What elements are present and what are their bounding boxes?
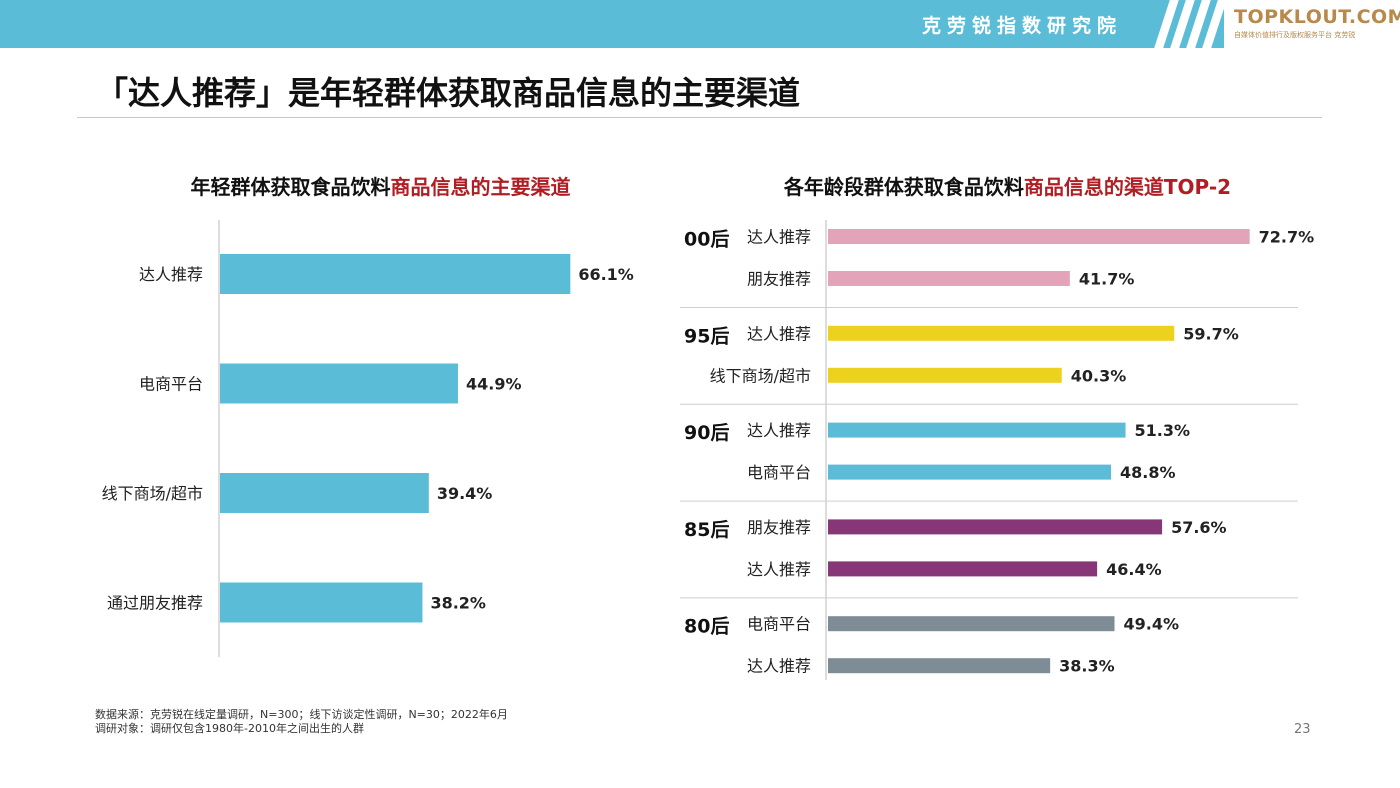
chart2-bar: [828, 422, 1126, 438]
chart2-title: 各年龄段群体获取食品饮料商品信息的渠道TOP-2: [745, 171, 1270, 200]
chart2-bar: [828, 367, 1062, 383]
chart1-title: 年轻群体获取食品饮料商品信息的主要渠道: [158, 171, 603, 200]
chart2-value-label: 46.4%: [1106, 560, 1162, 579]
chart2-bar: [828, 519, 1163, 535]
chart2-value-label: 72.7%: [1259, 228, 1315, 247]
chart2-bar-chart: 00后 达人推荐 72.7%朋友推荐 41.7%95后 达人推荐 59.7%线下商场/超市…: [680, 220, 1315, 680]
chart2-bar: [828, 271, 1070, 286]
brand-title: 克劳锐指数研究院: [921, 15, 1122, 37]
brand-logo: TOPKLOUT.COM 自媒体价值排行及版权服务平台 克劳锐: [1224, 0, 1400, 48]
chart1-value-label: 38.2%: [430, 594, 486, 613]
chart2-bar: [828, 561, 1098, 577]
page-number: 23: [1294, 722, 1311, 737]
chart1-value-label: 44.9%: [466, 375, 522, 394]
chart2-bar: [828, 658, 1051, 674]
chart1-title-main: 年轻群体获取食品饮料: [190, 175, 391, 199]
chart2-group-label: 00后: [684, 229, 729, 251]
chart1-bar: [220, 254, 571, 294]
chart2-value-label: 38.3%: [1059, 657, 1115, 676]
chart2-category-label: 达人推荐: [747, 421, 811, 440]
chart2-category-label: 达人推荐: [747, 228, 811, 247]
chart1-category-label: 线下商场/超市: [102, 484, 203, 503]
chart1-value-label: 66.1%: [578, 265, 634, 284]
chart2-category-label: 达人推荐: [747, 324, 811, 343]
chart1-bar: [220, 363, 458, 404]
chart2-value-label: 51.3%: [1135, 421, 1191, 440]
chart2-value-label: 57.6%: [1171, 518, 1227, 537]
title-divider: [77, 117, 1322, 118]
chart1-category-label: 电商平台: [139, 375, 203, 394]
chart1-category-label: 通过朋友推荐: [107, 594, 203, 613]
chart2-bar: [828, 229, 1250, 244]
chart2-bar: [828, 325, 1175, 341]
chart2-category-label: 线下商场/超市: [710, 366, 811, 385]
chart2-group-label: 85后: [684, 519, 729, 541]
chart2-value-label: 59.7%: [1183, 324, 1239, 343]
chart1-bar: [220, 473, 429, 513]
chart2-value-label: 41.7%: [1079, 270, 1135, 289]
chart1-value-label: 39.4%: [437, 484, 493, 503]
chart2-bar: [828, 616, 1115, 632]
chart1-bar: [220, 582, 423, 623]
chart2-value-label: 49.4%: [1124, 615, 1180, 634]
logo-subtext: 自媒体价值排行及版权服务平台 克劳锐: [1234, 31, 1356, 39]
chart2-category-label: 达人推荐: [747, 657, 811, 676]
chart1-category-label: 达人推荐: [139, 265, 203, 284]
chart2-title-highlight: 商品信息的渠道TOP-2: [1023, 175, 1232, 199]
chart2-title-main: 各年龄段群体获取食品饮料: [783, 175, 1024, 199]
chart2-bar: [828, 464, 1112, 480]
chart2-group-label: 80后: [684, 616, 729, 638]
chart1-bar-chart: 达人推荐 66.1% 电商平台 44.9% 线下商场/超市 39.4% 通过朋友推荐 38.2…: [102, 220, 634, 657]
chart2-value-label: 48.8%: [1120, 463, 1176, 482]
chart2-category-label: 电商平台: [747, 615, 811, 634]
chart2-category-label: 朋友推荐: [747, 270, 811, 289]
header-banner: 克劳锐指数研究院 TOPKLOUT.COM 自媒体价值排行及版权服务平台 克劳锐: [0, 0, 1400, 48]
chart2-value-label: 40.3%: [1071, 366, 1127, 385]
chart2-group-label: 95后: [684, 325, 729, 347]
chart1-title-highlight: 商品信息的主要渠道: [390, 175, 571, 199]
footnote-subject: 调研对象：调研仅包含1980年-2010年之间出生的人群: [95, 722, 364, 735]
footnote: 数据来源：克劳锐在线定量调研，N=300；线下访谈定性调研，N=30；2022年…: [95, 708, 508, 736]
chart2-category-label: 达人推荐: [747, 560, 811, 579]
footnote-source: 数据来源：克劳锐在线定量调研，N=300；线下访谈定性调研，N=30；2022年…: [95, 708, 508, 721]
chart2-category-label: 电商平台: [747, 463, 811, 482]
chart2-category-label: 朋友推荐: [747, 518, 811, 537]
logo-text: TOPKLOUT.COM: [1234, 6, 1400, 28]
chart2-group-label: 90后: [684, 422, 729, 444]
page-title: 「达人推荐」是年轻群体获取商品信息的主要渠道: [96, 74, 801, 112]
